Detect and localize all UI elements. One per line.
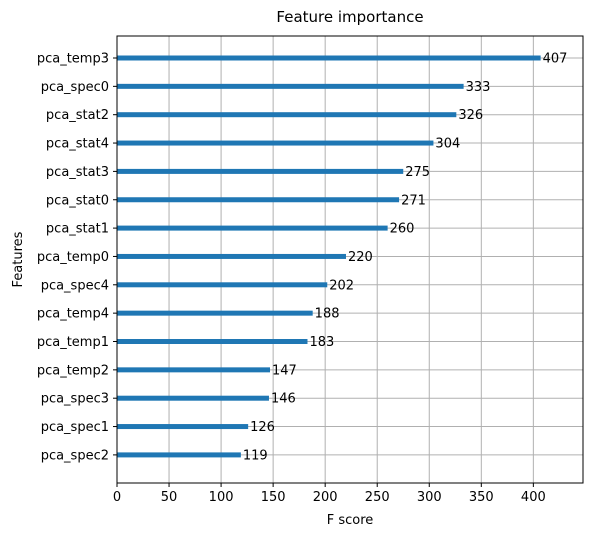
bar <box>117 395 269 401</box>
y-tick-label: pca_temp1 <box>37 335 109 350</box>
bar <box>117 55 541 61</box>
x-tick-label: 100 <box>209 490 234 505</box>
y-tick-label: pca_stat2 <box>46 108 109 123</box>
bar <box>117 424 249 430</box>
y-tick-label: pca_temp0 <box>37 250 109 265</box>
bar-value-label: 147 <box>272 363 297 378</box>
bar-value-label: 188 <box>315 307 340 322</box>
y-tick-label: pca_spec3 <box>41 392 109 407</box>
x-tick-label: 300 <box>417 490 442 505</box>
bar <box>117 112 457 118</box>
bar-value-label: 146 <box>271 392 296 407</box>
bar-value-label: 407 <box>543 52 568 67</box>
x-tick-label: 0 <box>113 490 121 505</box>
y-tick-label: pca_spec2 <box>41 448 109 463</box>
bar-value-label: 304 <box>435 137 460 152</box>
y-tick-label: pca_temp2 <box>37 363 109 378</box>
y-tick-label: pca_temp3 <box>37 52 109 67</box>
bar-value-label: 326 <box>458 108 483 123</box>
chart-title: Feature importance <box>276 8 423 26</box>
y-tick-label: pca_stat0 <box>46 193 109 208</box>
bar <box>117 310 313 316</box>
x-tick-label: 50 <box>161 490 178 505</box>
x-tick-label: 400 <box>521 490 546 505</box>
y-axis-label: Features <box>11 231 26 287</box>
bar <box>117 253 346 259</box>
ticks-layer: 0 50 100 150 200 250 300 350 400 pca_temp3 pca_spe… <box>37 52 546 506</box>
bar <box>117 225 388 231</box>
bar-value-label: 275 <box>405 165 430 180</box>
y-tick-label: pca_stat1 <box>46 222 109 237</box>
bar-value-label: 220 <box>348 250 373 265</box>
bars-layer <box>117 55 541 458</box>
y-tick-label: pca_spec4 <box>41 278 109 293</box>
bar-value-label: 183 <box>309 335 334 350</box>
y-tick-label: pca_spec1 <box>41 420 109 435</box>
y-tick-label: pca_spec0 <box>41 80 109 95</box>
bar <box>117 168 404 174</box>
bar <box>117 83 464 89</box>
x-tick-label: 250 <box>365 490 390 505</box>
bar <box>117 452 241 458</box>
bar-value-label: 333 <box>466 80 491 95</box>
x-axis-label: F score <box>327 513 374 528</box>
bar-value-label: 271 <box>401 193 426 208</box>
bar-value-label: 202 <box>329 278 354 293</box>
x-tick-label: 200 <box>313 490 338 505</box>
bar <box>117 339 308 344</box>
bar <box>117 282 328 288</box>
bar-value-label: 119 <box>243 448 268 463</box>
plot-frame <box>116 35 584 484</box>
bar-value-label: 126 <box>250 420 275 435</box>
bar <box>117 140 434 146</box>
bar <box>117 197 400 203</box>
y-tick-label: pca_stat4 <box>46 137 109 152</box>
x-tick-label: 350 <box>469 490 494 505</box>
y-tick-label: pca_stat3 <box>46 165 109 180</box>
bar-value-label: 260 <box>390 222 415 237</box>
y-tick-label: pca_temp4 <box>37 307 109 322</box>
labels-layer: 407 333 326 304 275 271 260 220 202 188 183 147 146 1… <box>243 52 568 464</box>
bar <box>117 367 271 373</box>
x-tick-label: 150 <box>261 490 286 505</box>
